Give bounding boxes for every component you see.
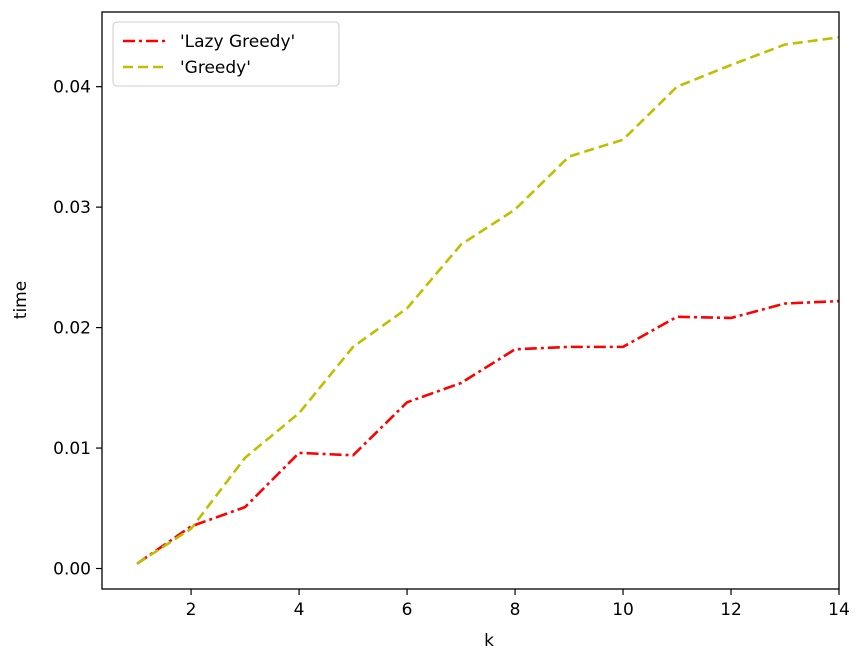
y-tick-label: 0.03 <box>53 198 91 218</box>
x-tick-label: 8 <box>510 600 521 620</box>
plot-area <box>102 12 839 589</box>
x-tick-label: 10 <box>612 600 634 620</box>
legend-label: 'Lazy Greedy' <box>180 32 295 52</box>
x-axis-label: k <box>484 631 494 650</box>
series-line-1 <box>136 36 840 565</box>
y-axis-label: time <box>11 281 31 319</box>
axes-frame <box>101 11 840 590</box>
x-tick-label: 12 <box>720 600 742 620</box>
x-tick-label: 6 <box>402 600 413 620</box>
ticks-layer: 2 4 6 8 10 12 14 0.00 0.01 0.02 0.03 0.04 <box>53 78 850 620</box>
y-tick-label: 0.02 <box>53 319 91 339</box>
x-tick-label: 4 <box>294 600 305 620</box>
axes-layer <box>101 11 840 590</box>
legend-box <box>112 21 340 87</box>
series-line-0 <box>136 299 840 565</box>
series-layer <box>136 36 840 565</box>
y-tick-label: 0.01 <box>53 439 91 459</box>
x-tick-label: 14 <box>828 600 850 620</box>
legend-label: 'Greedy' <box>180 58 251 78</box>
legend: 'Lazy Greedy' 'Greedy' <box>112 21 340 87</box>
y-tick-label: 0.00 <box>53 560 91 580</box>
x-tick-label: 2 <box>186 600 197 620</box>
y-tick-label: 0.04 <box>53 78 91 98</box>
